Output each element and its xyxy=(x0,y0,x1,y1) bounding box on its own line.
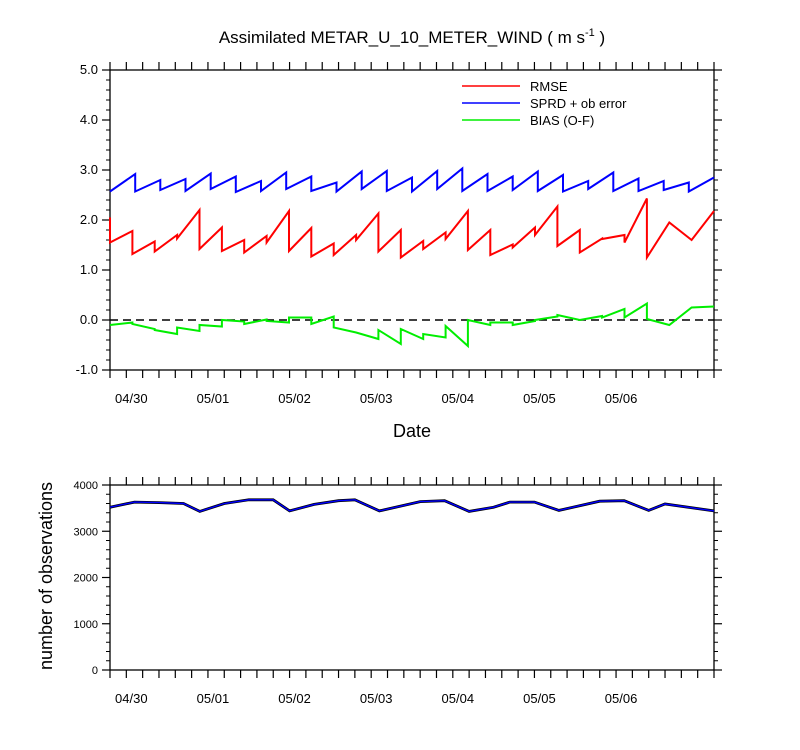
observations-line xyxy=(109,499,715,513)
chart-title: Assimilated METAR_U_10_METER_WIND ( m s-… xyxy=(219,27,605,47)
bottom-y-tick-label: 1000 xyxy=(74,619,98,631)
bottom-y-tick-label: 2000 xyxy=(74,573,98,585)
top-x-tick-label: 05/02 xyxy=(278,391,311,406)
top-y-tick-label: 2.0 xyxy=(80,212,98,227)
bottom-x-tick-label: 05/06 xyxy=(605,691,638,706)
bottom-x-tick-label: 05/01 xyxy=(197,691,230,706)
bottom-plot-frame xyxy=(109,484,715,671)
bottom-y-tick-label: 4000 xyxy=(74,480,98,492)
top-y-tick-label: 3.0 xyxy=(80,162,98,177)
bottom-x-tick-label: 04/30 xyxy=(115,691,148,706)
top-x-tick-label: 05/04 xyxy=(442,391,475,406)
bottom-x-tick-label: 05/03 xyxy=(360,691,393,706)
bottom-x-tick-label: 05/05 xyxy=(523,691,556,706)
top-y-tick-label: 5.0 xyxy=(80,62,98,77)
top-y-tick-label: 1.0 xyxy=(80,262,98,277)
top-x-tick-label: 05/06 xyxy=(605,391,638,406)
top-x-tick-label: 04/30 xyxy=(115,391,148,406)
observations-line-outline xyxy=(109,498,715,513)
chart-title-end: ) xyxy=(595,28,605,47)
legend-label: BIAS (O-F) xyxy=(530,113,594,128)
top-chart: -1.0 0.0 1.0 2.0 3.0 4.0 5.0 04/30 05/01 05/02 05/… xyxy=(76,62,722,406)
series-line-bias xyxy=(109,301,715,349)
bottom-x-tick-label: 05/04 xyxy=(442,691,475,706)
top-y-tick-label: 4.0 xyxy=(80,112,98,127)
top-x-tick-label: 05/01 xyxy=(197,391,230,406)
top-x-tick-label: 05/03 xyxy=(360,391,393,406)
bottom-x-tick-label: 05/02 xyxy=(278,691,311,706)
top-x-axis-title: Date xyxy=(393,421,431,441)
legend-label: RMSE xyxy=(530,79,568,94)
top-y-tick-label: -1.0 xyxy=(76,362,98,377)
top-y-tick-label: 0.0 xyxy=(80,312,98,327)
series-line-rmse xyxy=(109,198,715,261)
chart-title-main: Assimilated METAR_U_10_METER_WIND ( m s xyxy=(219,28,585,47)
bottom-y-tick-label: 0 xyxy=(92,665,98,677)
chart-title-superscript: -1 xyxy=(585,27,595,39)
bottom-y-tick-label: 3000 xyxy=(74,526,98,538)
legend-label: SPRD + ob error xyxy=(530,96,627,111)
series-line-sprd xyxy=(109,166,715,194)
bottom-y-axis-title: number of observations xyxy=(36,482,56,670)
top-x-tick-label: 05/05 xyxy=(523,391,556,406)
bottom-chart: 0 1000 2000 3000 4000 04/30 05/01 05/02 05/03 05/… xyxy=(74,477,722,706)
